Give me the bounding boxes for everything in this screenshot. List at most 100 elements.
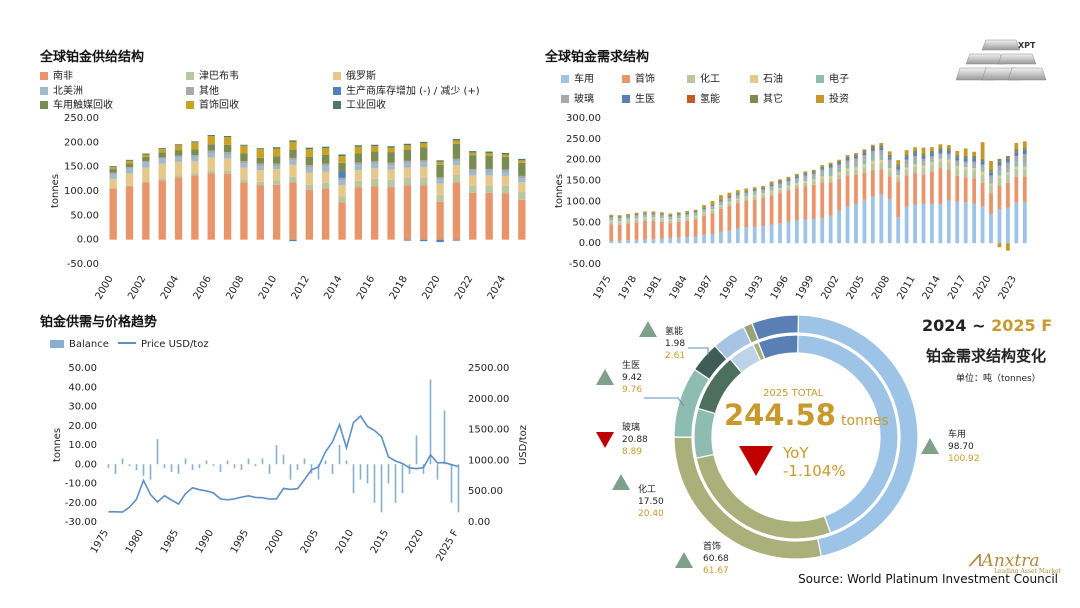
bar-segment [719, 200, 723, 202]
x-tick-label: 2006 [192, 274, 214, 300]
bar-segment [609, 214, 614, 217]
bar-segment [862, 159, 867, 165]
x-tick-label: 1995 [229, 528, 251, 556]
bar-segment [845, 155, 850, 157]
bar-segment [719, 201, 723, 204]
bar-segment [420, 239, 428, 242]
bar-segment [207, 153, 215, 158]
bar-segment [240, 167, 248, 180]
bar-segment [845, 160, 850, 165]
bar-segment [469, 192, 477, 240]
y-tick-label: 150.00 [566, 176, 601, 187]
bar-segment [501, 156, 510, 170]
bar-segment [955, 157, 960, 161]
bar-segment [1006, 162, 1010, 169]
bar-segment [997, 209, 1002, 244]
bar-segment [727, 230, 732, 244]
x-tick-label: 1975 [592, 274, 614, 300]
legend-label: 车用触媒回收 [53, 100, 113, 111]
bar-segment [778, 182, 782, 184]
bar-segment [223, 152, 232, 155]
bar-segment [651, 217, 656, 219]
bar-segment [879, 169, 884, 195]
bar-segment [1022, 150, 1027, 155]
legend-label: 化工 [700, 74, 720, 85]
bar-segment [354, 162, 363, 166]
bar-segment [955, 160, 960, 164]
bar-segment [1022, 154, 1027, 164]
bar-segment [643, 215, 647, 218]
y-tick-label: 50.00 [70, 210, 99, 221]
bar-segment [854, 174, 858, 204]
bar-segment [904, 159, 909, 165]
bar-segment [828, 178, 833, 183]
donut-inner-slice [693, 407, 717, 459]
legend-item: 南非 [40, 67, 73, 82]
bar-segment [338, 155, 346, 163]
bar-segment [207, 144, 215, 151]
bar-segment [719, 206, 723, 209]
bar-segment [896, 166, 901, 170]
bar-segment [938, 150, 943, 154]
legend-label: 俄罗斯 [346, 71, 376, 82]
x-tick-label: 2011 [895, 274, 917, 300]
balance-bar [366, 464, 369, 484]
x-tick-label: 2018 [388, 274, 410, 300]
y2-tick-label: 500.00 [468, 486, 503, 497]
bar-segment [930, 156, 934, 160]
item-2024: 9.42 [622, 373, 643, 383]
balance-bar [107, 464, 110, 469]
y-tick-label: -30.00 [65, 517, 97, 528]
bar-segment [820, 166, 825, 169]
legend-item: 电子 [816, 70, 849, 85]
y-tick-label: -20.00 [65, 498, 97, 509]
balance-bar [212, 464, 215, 467]
x-tick-label: 1987 [693, 274, 715, 300]
bar-segment [786, 178, 791, 180]
legend-item: 津巴布韦 [186, 67, 239, 82]
legend-item: 氢能 [687, 90, 720, 105]
price-line [108, 414, 459, 513]
bar-segment [938, 148, 943, 151]
item-2024: 98.70 [948, 442, 974, 452]
bar-segment [436, 161, 444, 165]
bar-segment [854, 158, 858, 163]
bar-segment [338, 154, 346, 156]
bar-segment [727, 205, 732, 231]
bar-segment [803, 180, 808, 183]
bar-segment [744, 191, 749, 193]
bar-segment [786, 221, 791, 244]
bar-segment [142, 156, 150, 162]
bar-segment [955, 155, 960, 158]
balance-bar [289, 464, 292, 480]
legend-swatch [687, 75, 695, 83]
bar-segment [125, 173, 134, 186]
bar-segment [803, 175, 808, 179]
bar-segment [870, 163, 875, 170]
callout-line [688, 347, 709, 355]
bar-segment [727, 192, 732, 197]
legend-swatch [622, 95, 630, 103]
bar-segment [727, 196, 732, 198]
bar-segment [485, 153, 493, 156]
bar-segment [744, 227, 749, 244]
legend-item: 车用 [561, 70, 594, 85]
bar-segment [989, 185, 993, 194]
bar-segment [803, 171, 808, 173]
bar-segment [207, 135, 215, 137]
bar-segment [609, 218, 614, 221]
bar-segment [338, 196, 346, 203]
balance-bar [317, 464, 320, 480]
bar-segment [501, 172, 510, 176]
bar-segment [651, 211, 656, 213]
bar-segment [997, 185, 1002, 210]
bar-segment [744, 197, 749, 201]
bar-segment [989, 172, 993, 176]
bar-segment [820, 218, 825, 244]
x-tick-label: 2014 [322, 274, 344, 300]
bar-segment [289, 140, 297, 142]
yoy-value: -1.104% [783, 462, 846, 480]
bar-segment [879, 163, 884, 170]
bar-segment [719, 203, 723, 206]
bar-segment [862, 150, 867, 153]
